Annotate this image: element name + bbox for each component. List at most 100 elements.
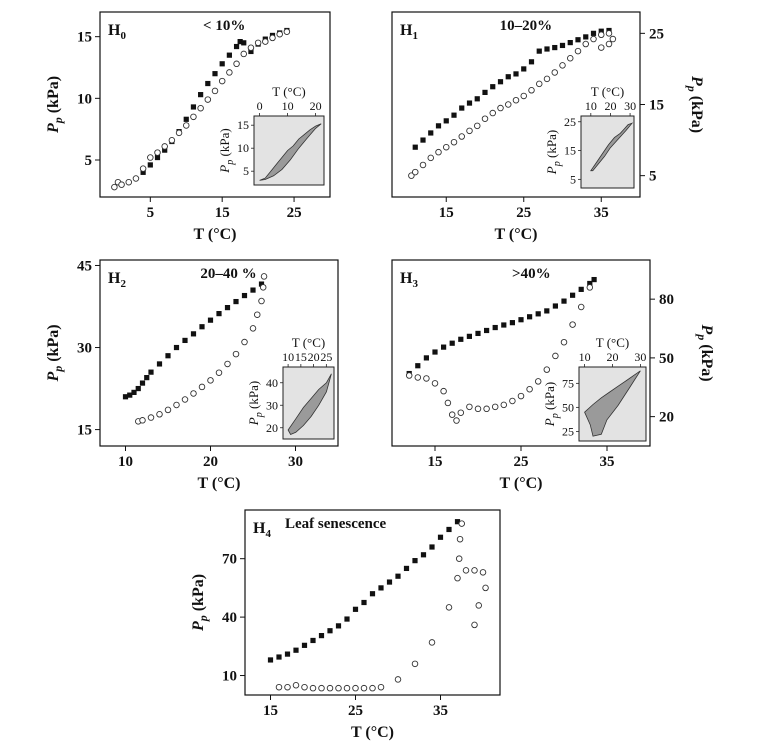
hysteresis-area (287, 373, 332, 436)
data-point-square (327, 628, 333, 634)
data-point-square (432, 349, 438, 355)
y-axis-label: Pp (kPa) (685, 75, 705, 133)
data-point-circle (509, 397, 516, 405)
data-point-square (216, 311, 222, 317)
data-point-circle (520, 92, 528, 100)
plot-frame (99, 11, 331, 198)
data-point-circle (475, 602, 483, 609)
data-point-circle (240, 50, 247, 58)
data-point-square (535, 311, 541, 317)
data-point-circle (582, 40, 590, 48)
data-point-circle (462, 567, 470, 574)
data-point-circle (211, 87, 219, 95)
data-point-square (451, 112, 457, 118)
data-point-circle (574, 47, 582, 55)
inset-x-tick-label: 10 (282, 99, 294, 113)
data-point-square (154, 154, 161, 161)
data-point-circle (232, 350, 240, 358)
data-point-circle (215, 369, 223, 376)
data-point-circle (190, 113, 197, 121)
data-point-circle (526, 385, 533, 393)
y-tick-label: 10 (222, 669, 237, 685)
data-point-square (182, 337, 188, 344)
data-point-square (250, 287, 256, 293)
hysteresis-area (584, 370, 641, 437)
inset-y-axis-label-text: Pp (kPa) (246, 381, 265, 426)
data-point-circle (609, 35, 617, 43)
y-tick-label: 25 (649, 26, 664, 42)
y-tick-label: 20 (659, 410, 674, 426)
panel-title: 10–20% (500, 18, 553, 34)
data-point-square (318, 633, 325, 639)
data-point-square (147, 162, 153, 168)
panel-0: 5 15 25 5 10 15 T (°C) Pp (kPa) H0 < 10% 0 10 20 5 10 1… (45, 11, 331, 243)
y-tick-label: 15 (649, 98, 664, 114)
data-point-circle (147, 154, 154, 161)
data-point-circle (147, 414, 155, 421)
y-axis-label-text: Pp (kPa) (45, 76, 65, 134)
data-point-circle (292, 682, 300, 689)
inset-x-tick-label: 25 (320, 350, 332, 364)
data-point-square (135, 385, 141, 392)
data-point-circle (482, 584, 489, 592)
data-point-square (412, 144, 418, 150)
data-point-square (139, 380, 146, 386)
y-tick-label: 15 (77, 423, 92, 439)
series-filled-square (406, 276, 597, 377)
data-point-circle (466, 403, 473, 411)
data-point-circle (258, 297, 265, 305)
inset-x-tick-label: 30 (624, 99, 636, 113)
data-point-circle (224, 360, 231, 368)
inset-y-tick-label: 5 (243, 164, 249, 178)
data-point-square (198, 92, 204, 98)
data-point-circle (132, 175, 140, 182)
data-point-circle (412, 168, 419, 176)
series-open-circle (111, 28, 291, 191)
data-point-circle (262, 38, 269, 45)
data-point-circle (598, 44, 605, 51)
data-point-square (165, 353, 171, 359)
panel-title: 20–40 % (200, 266, 256, 282)
data-point-circle (259, 284, 267, 291)
data-point-square (420, 552, 427, 558)
data-point-circle (567, 55, 574, 62)
data-point-circle (190, 390, 197, 397)
data-point-circle (419, 161, 427, 169)
data-point-square (183, 116, 189, 122)
data-point-circle (559, 62, 566, 69)
data-point-circle (164, 406, 172, 414)
data-point-square (241, 40, 247, 46)
inset-y-axis-label: Pp (kPa) (542, 382, 561, 427)
data-point-circle (414, 374, 422, 381)
data-point-square (521, 66, 527, 72)
data-point-square (148, 369, 154, 375)
inset-y-tick-label: 20 (266, 421, 278, 435)
data-point-square (335, 623, 342, 629)
data-point-square (199, 324, 205, 330)
x-tick-label: 25 (516, 205, 531, 221)
data-point-square (446, 526, 452, 533)
data-point-square (449, 340, 455, 346)
panel-label: H3 (400, 270, 418, 290)
inset-y-tick-label: 40 (266, 376, 278, 390)
data-point-circle (445, 604, 453, 611)
inset-plot: 10 20 30 25 50 75 T (°C) Pp (kPa) (542, 335, 647, 442)
data-point-square (591, 276, 597, 283)
data-point-circle (173, 401, 180, 409)
inset-x-tick-label: 30 (634, 350, 646, 364)
data-point-square (527, 314, 533, 320)
series-open-circle (275, 520, 489, 692)
data-point-square (301, 642, 308, 648)
data-point-circle (458, 133, 466, 140)
data-point-circle (505, 101, 512, 108)
data-point-square (233, 43, 240, 50)
data-point-circle (497, 104, 504, 112)
hysteresis-area (259, 123, 322, 181)
inset-y-tick-label: 25 (562, 424, 574, 438)
panel-label: H4 (253, 520, 271, 540)
data-point-circle (491, 403, 499, 411)
data-point-circle (118, 181, 125, 188)
panel-4: 15 25 35 10 40 70 T (°C) Pp (kPa) H4 Leaf senesce… (190, 509, 501, 741)
data-point-circle (260, 273, 268, 280)
